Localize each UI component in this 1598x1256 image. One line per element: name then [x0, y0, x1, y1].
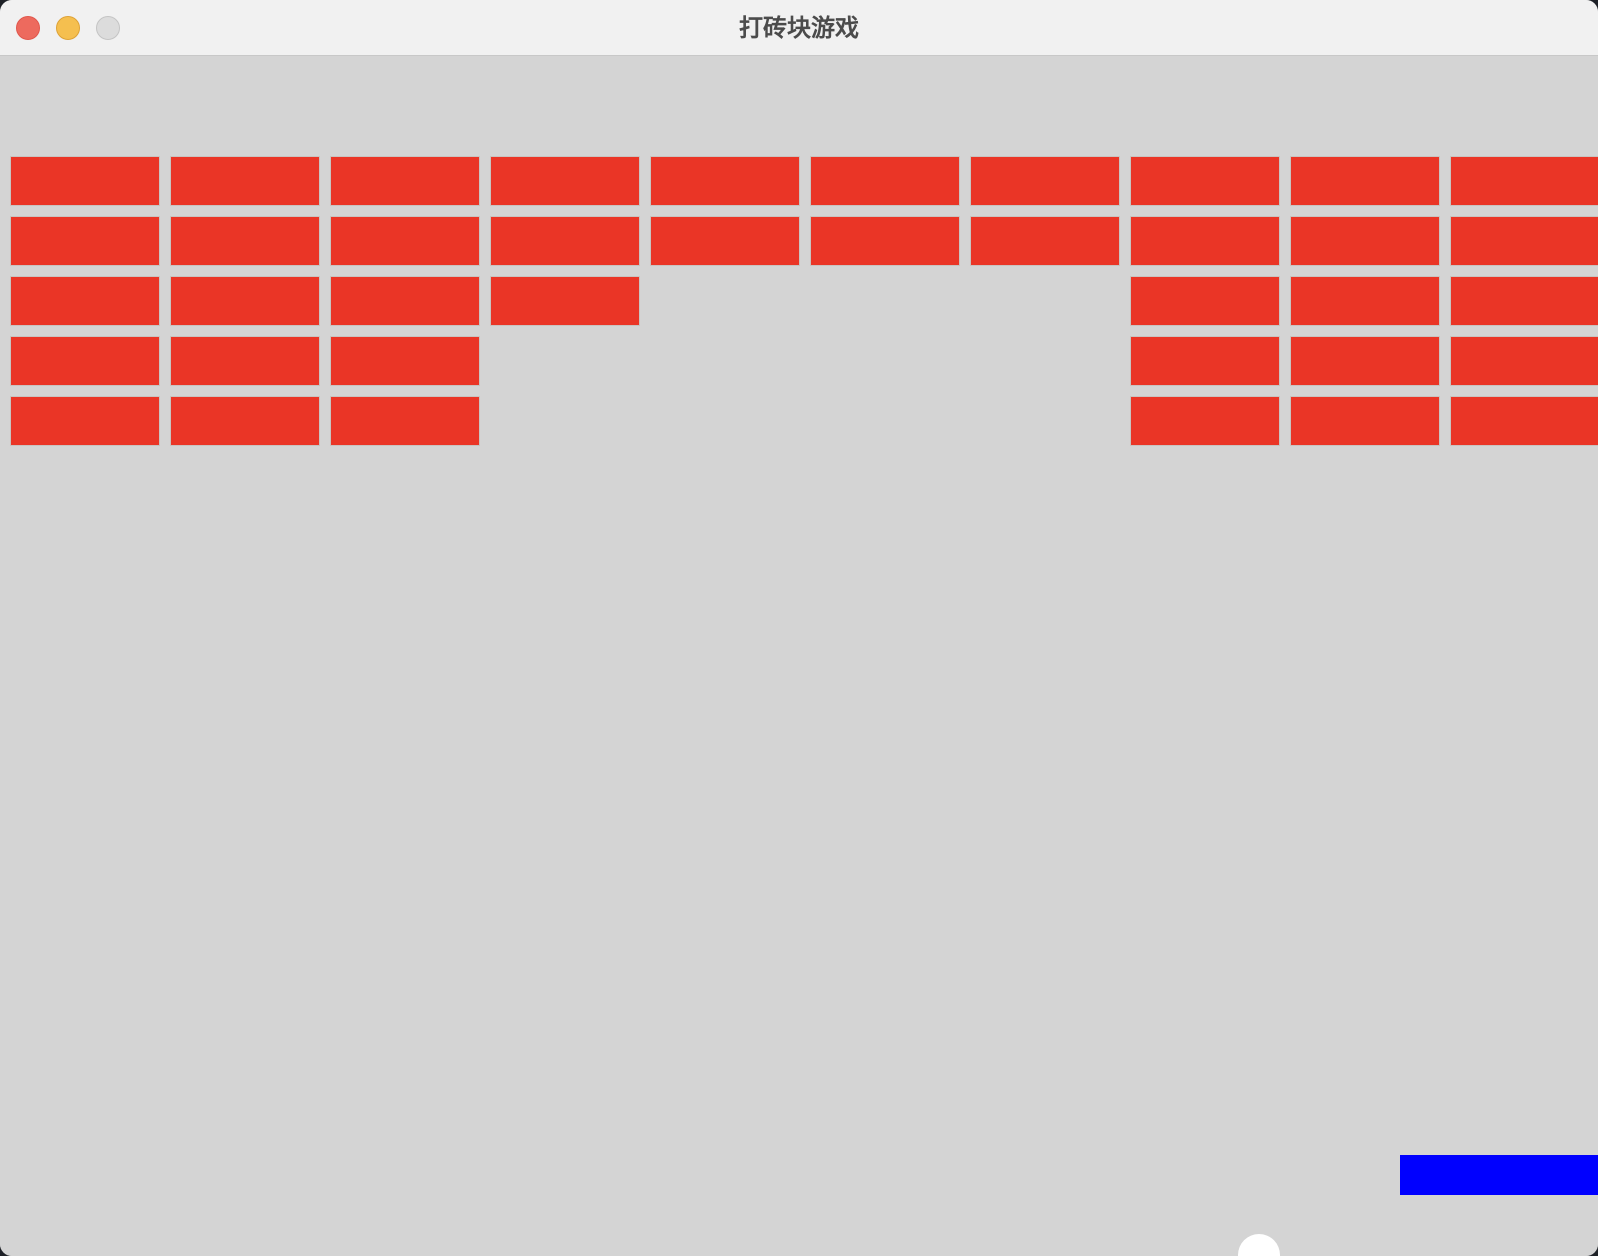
brick [1290, 396, 1440, 446]
brick [810, 216, 960, 266]
brick [330, 216, 480, 266]
brick [490, 216, 640, 266]
brick [10, 396, 160, 446]
brick [330, 156, 480, 206]
window-title: 打砖块游戏 [739, 14, 859, 42]
brick [1450, 156, 1598, 206]
brick [1450, 216, 1598, 266]
brick [650, 156, 800, 206]
brick [10, 156, 160, 206]
brick [1290, 156, 1440, 206]
brick [10, 336, 160, 386]
brick [970, 156, 1120, 206]
brick [170, 216, 320, 266]
brick [1450, 276, 1598, 326]
brick [1130, 276, 1280, 326]
brick [490, 276, 640, 326]
brick [1450, 336, 1598, 386]
brick [1290, 276, 1440, 326]
brick [1450, 396, 1598, 446]
brick [170, 336, 320, 386]
brick [650, 216, 800, 266]
brick [1130, 396, 1280, 446]
ball [1238, 1234, 1280, 1256]
brick [1290, 216, 1440, 266]
brick [970, 216, 1120, 266]
brick [330, 396, 480, 446]
title-bar: 打砖块游戏 [0, 0, 1598, 56]
brick [1290, 336, 1440, 386]
zoom-button[interactable] [96, 16, 120, 40]
brick [1130, 216, 1280, 266]
brick [170, 156, 320, 206]
brick [330, 336, 480, 386]
brick [10, 216, 160, 266]
close-button[interactable] [16, 16, 40, 40]
brick [490, 156, 640, 206]
brick [10, 276, 160, 326]
brick [170, 396, 320, 446]
game-board[interactable] [0, 57, 1598, 1256]
brick [1130, 156, 1280, 206]
brick [810, 156, 960, 206]
paddle[interactable] [1400, 1155, 1598, 1195]
brick [170, 276, 320, 326]
brick [1130, 336, 1280, 386]
minimize-button[interactable] [56, 16, 80, 40]
brick [330, 276, 480, 326]
